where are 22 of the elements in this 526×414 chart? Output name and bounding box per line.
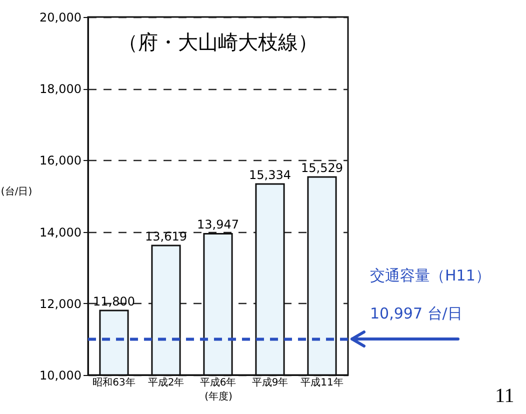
- x-tick-label: 平成2年: [148, 376, 184, 388]
- text: 11: [495, 385, 514, 408]
- x-tick-label: 平成11年: [300, 376, 344, 388]
- x-axis-title: (年度): [204, 390, 232, 402]
- data-label: 15,529: [301, 161, 343, 176]
- data-label: 11,800: [93, 294, 135, 309]
- y-tick-label: 12,000: [40, 296, 82, 311]
- data-label: 13,619: [145, 229, 187, 244]
- data-label: 15,334: [249, 168, 291, 182]
- y-tick-label: 14,000: [40, 225, 82, 240]
- text: 10,997 台/日: [370, 304, 462, 322]
- y-tick-label: 16,000: [40, 154, 82, 168]
- data-label: 13,947: [197, 218, 239, 232]
- x-tick-label: 平成9年: [252, 376, 288, 388]
- x-tick-label: 平成6年: [200, 376, 236, 388]
- x-tick-label: 昭和63年: [92, 376, 136, 388]
- text: （府・大山崎大枝線）: [118, 30, 318, 54]
- y-axis-title: (台/日): [0, 186, 32, 198]
- y-tick-label: 18,000: [40, 82, 82, 96]
- y-tick-label: 10,000: [40, 368, 82, 382]
- ref-line-label: 交通容量（H11）: [370, 266, 490, 284]
- y-tick-label: 20,000: [40, 10, 82, 24]
